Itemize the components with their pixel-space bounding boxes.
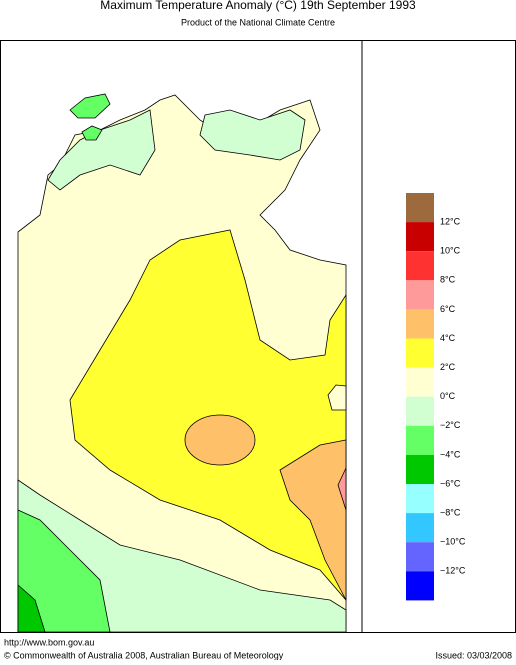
legend-label: −6°C — [440, 478, 461, 488]
legend-swatch — [406, 280, 434, 310]
legend-label: −2°C — [440, 420, 461, 430]
legend-swatch — [406, 396, 434, 426]
legend: 12°C 10°C 8°C 6°C 4°C 2°C 0°C −2°C −4°C −6°C −8°C −… — [406, 193, 466, 601]
legend-label: 6°C — [440, 304, 456, 314]
legend-swatch — [406, 425, 434, 455]
island — [81, 125, 103, 141]
legend-label: 8°C — [440, 275, 456, 285]
legend-swatch — [406, 484, 434, 514]
region-very-hot — [337, 467, 347, 511]
region-cool — [199, 109, 306, 161]
region-neutral — [327, 384, 347, 411]
legend-swatch — [406, 571, 434, 601]
legend-label: 4°C — [440, 333, 456, 343]
legend-swatch — [406, 193, 434, 223]
region-hot — [279, 439, 347, 601]
map — [17, 93, 347, 633]
legend-swatch — [406, 222, 434, 252]
legend-label: 0°C — [440, 391, 456, 401]
legend-swatch — [406, 454, 434, 484]
legend-swatch — [406, 513, 434, 543]
legend-label: 2°C — [440, 362, 456, 372]
region-warm — [69, 229, 347, 602]
region-colder — [17, 584, 46, 633]
issued: Issued: 03/03/2008 — [435, 650, 512, 660]
title: Maximum Temperature Anomaly (°C) 19th Se… — [100, 0, 416, 12]
legend-swatch — [406, 542, 434, 572]
legend-label: −10°C — [440, 537, 466, 547]
legend-swatch — [406, 338, 434, 368]
region-cool — [47, 109, 156, 191]
legend-label: −8°C — [440, 507, 461, 517]
legend-swatch — [406, 309, 434, 339]
legend-label: 12°C — [440, 216, 461, 226]
legend-label: −4°C — [440, 449, 461, 459]
legend-swatch — [406, 251, 434, 281]
copyright: © Commonwealth of Australia 2008, Austra… — [4, 650, 284, 660]
subtitle: Product of the National Climate Centre — [181, 17, 335, 27]
island — [69, 93, 111, 119]
url: http://www.bom.gov.au — [4, 637, 94, 647]
legend-label: 10°C — [440, 246, 461, 256]
region-hot — [184, 414, 256, 466]
legend-swatch — [406, 367, 434, 397]
legend-label: −12°C — [440, 566, 466, 576]
